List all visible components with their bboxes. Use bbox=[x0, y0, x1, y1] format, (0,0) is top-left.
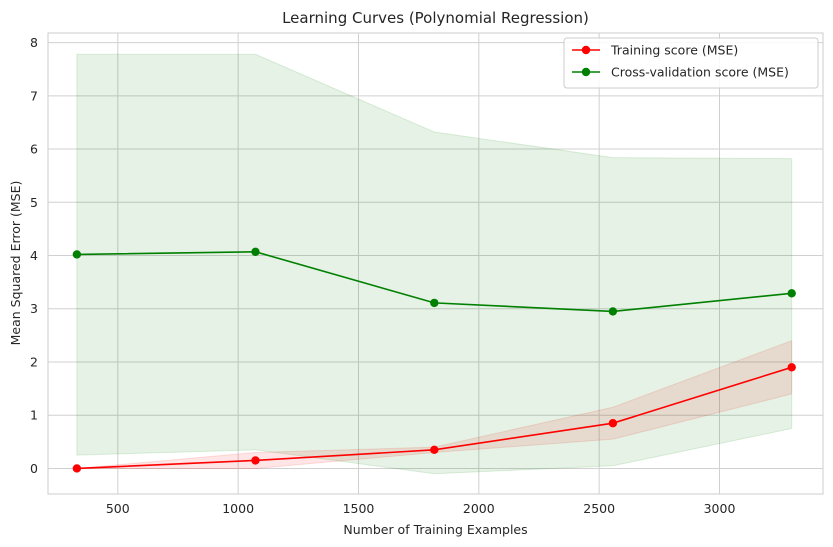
legend-label-cv: Cross-validation score (MSE) bbox=[611, 65, 789, 80]
grid-lines bbox=[48, 33, 823, 494]
data-point-1 bbox=[430, 298, 439, 308]
legend-box bbox=[563, 37, 819, 89]
x-tick-labels: 500 1000 1500 2000 2500 3000 bbox=[106, 501, 736, 516]
y-tick-label: 7 bbox=[30, 88, 38, 103]
series-points bbox=[72, 247, 796, 473]
legend-marker-training bbox=[581, 45, 591, 55]
plot-area bbox=[47, 32, 824, 495]
y-tick-label: 0 bbox=[30, 461, 38, 476]
data-point-1 bbox=[608, 307, 618, 316]
data-point-0 bbox=[251, 456, 260, 465]
y-axis-label: Mean Squared Error (MSE) bbox=[8, 181, 23, 346]
y-tick-label: 5 bbox=[30, 195, 38, 210]
data-point-0 bbox=[787, 363, 796, 372]
data-point-0 bbox=[608, 418, 618, 428]
y-tick-label: 4 bbox=[30, 248, 38, 263]
y-tick-labels: 0 1 2 3 4 5 6 7 8 bbox=[30, 35, 38, 476]
y-tick-label: 2 bbox=[30, 354, 38, 369]
x-axis-label: Number of Training Examples bbox=[343, 522, 527, 537]
x-tick-label: 1000 bbox=[222, 501, 254, 516]
chart-title: Learning Curves (Polynomial Regression) bbox=[282, 9, 589, 27]
y-tick-label: 6 bbox=[30, 142, 38, 157]
x-tick-label: 2000 bbox=[463, 501, 495, 516]
y-tick-label: 1 bbox=[30, 408, 38, 423]
x-tick-label: 1500 bbox=[343, 501, 375, 516]
y-tick-label: 3 bbox=[30, 301, 38, 316]
confidence-band-1 bbox=[76, 53, 793, 475]
y-tick-label: 8 bbox=[30, 35, 38, 50]
legend: Training score (MSE) Cross-validation sc… bbox=[563, 37, 819, 89]
data-point-1 bbox=[72, 250, 82, 259]
x-tick-label: 3000 bbox=[704, 501, 736, 516]
data-point-1 bbox=[787, 289, 796, 298]
x-tick-label: 500 bbox=[106, 501, 130, 516]
legend-label-training: Training score (MSE) bbox=[610, 43, 738, 58]
x-tick-label: 2500 bbox=[583, 501, 615, 516]
legend-marker-cv bbox=[581, 67, 591, 77]
data-point-1 bbox=[251, 247, 260, 256]
data-point-0 bbox=[72, 464, 82, 473]
data-point-0 bbox=[430, 445, 439, 455]
